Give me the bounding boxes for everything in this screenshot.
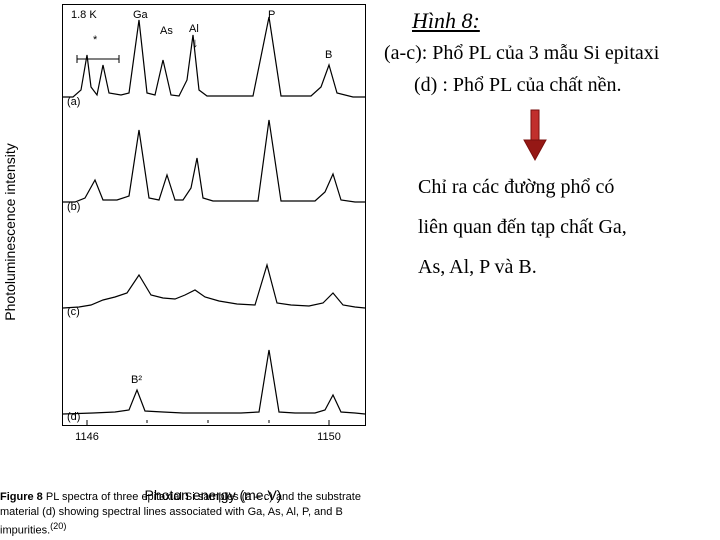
xtick-1150: 1150 xyxy=(317,431,341,443)
down-arrow-icon xyxy=(522,108,548,162)
desc-line-2: (d) : Phổ PL của chất nền. xyxy=(414,74,622,97)
caption-ref: (20) xyxy=(50,521,66,531)
panel-a-label: (a) xyxy=(67,96,80,108)
panel-b-label: (b) xyxy=(67,201,80,213)
figure-caption: Figure 8 PL spectra of three epitaxial S… xyxy=(0,490,365,538)
panel-a: (a) xyxy=(63,5,365,110)
xtick-marks xyxy=(63,420,365,426)
panel-b: (b) xyxy=(63,110,365,215)
b2-label: B² xyxy=(131,374,142,386)
panel-d: (d) B² xyxy=(63,320,365,425)
desc-line-4: liên quan đến tạp chất Ga, xyxy=(418,216,627,239)
desc-line-5: As, Al, P và B. xyxy=(418,256,537,279)
chart-frame: 1.8 K Ga As Al ↓ P B * (a) (b) xyxy=(62,4,366,426)
desc-line-3: Chỉ ra các đường phổ có xyxy=(418,176,614,199)
desc-line-1: (a-c): Phổ PL của 3 mẫu Si epitaxi xyxy=(384,42,659,65)
y-axis-label: Photoluminescence intensity xyxy=(2,143,18,320)
xtick-1146: 1146 xyxy=(75,431,99,443)
figure-title: Hình 8: xyxy=(412,8,480,34)
pl-spectra-chart: Photoluminescence intensity 1.8 K Ga As … xyxy=(28,4,378,459)
panel-c-label: (c) xyxy=(67,306,80,318)
panel-c: (c) xyxy=(63,215,365,320)
caption-fig-label: Figure 8 xyxy=(0,491,43,503)
